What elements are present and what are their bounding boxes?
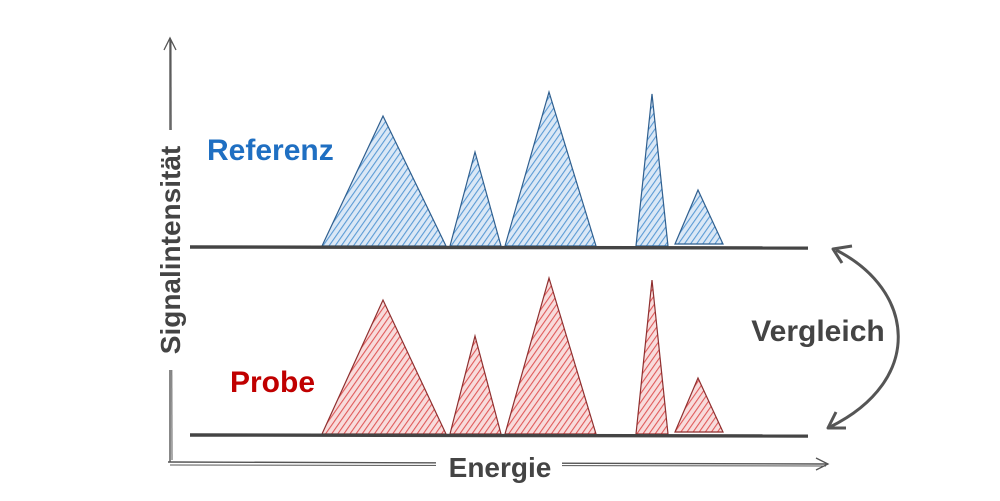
comparison-arrow	[826, 244, 900, 430]
y-axis-label: Signalintensität	[155, 146, 186, 354]
reference-label: Referenz	[207, 134, 334, 167]
sample-peak-3	[504, 275, 597, 435]
reference-peak-3	[504, 89, 597, 247]
sample-peak-1	[321, 298, 447, 435]
reference-peak-4	[635, 93, 669, 247]
sample-peak-2	[449, 333, 502, 435]
x-axis-arrowhead	[815, 457, 830, 471]
y-axis-arrowhead	[163, 36, 177, 51]
reference-spectrum	[189, 89, 809, 250]
sample-peak-4	[635, 279, 669, 435]
sample-label: Probe	[230, 366, 315, 399]
reference-baseline	[189, 245, 809, 250]
compare-label: Vergleich	[751, 315, 884, 348]
sample-baseline	[189, 433, 809, 438]
sample-spectrum	[189, 275, 809, 438]
x-axis-label: Energie	[449, 452, 552, 483]
reference-peak-5	[674, 188, 724, 245]
reference-peak-1	[321, 114, 447, 247]
comparison-arrowhead-top	[831, 244, 853, 264]
comparison-arrowhead-bottom	[826, 411, 846, 430]
reference-peak-2	[449, 149, 502, 247]
sample-peak-5	[674, 376, 724, 433]
